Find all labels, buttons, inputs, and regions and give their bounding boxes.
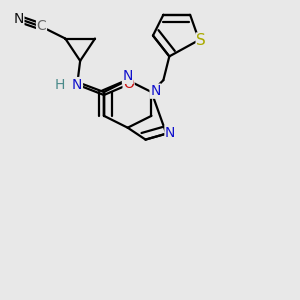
Text: C: C — [37, 19, 46, 33]
Text: H: H — [54, 78, 64, 92]
Text: O: O — [123, 77, 134, 91]
Text: N: N — [14, 12, 24, 26]
Text: S: S — [196, 33, 206, 48]
Text: N: N — [165, 126, 175, 140]
Text: N: N — [150, 84, 161, 98]
Text: N: N — [122, 69, 133, 83]
Text: N: N — [72, 78, 83, 92]
